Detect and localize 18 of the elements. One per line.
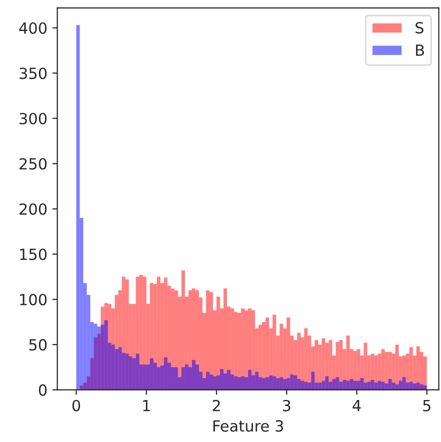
y-tick-label: 200 <box>20 203 47 215</box>
x-tick-label: 4 <box>352 400 361 412</box>
y-tick-label: 300 <box>20 112 47 124</box>
x-tick-label: 5 <box>423 400 430 412</box>
y-tick-label: 0 <box>38 384 47 396</box>
x-tick-label: 3 <box>282 400 290 412</box>
y-tick-label: 350 <box>20 68 47 80</box>
y-tick-label: 250 <box>20 158 47 170</box>
y-tick-label: 150 <box>20 248 47 260</box>
legend-label: B <box>416 44 424 56</box>
y-tick-label: 100 <box>20 294 47 306</box>
legend-label: S <box>416 22 424 34</box>
x-axis-title: Feature 3 <box>213 420 283 432</box>
y-tick-label: 50 <box>29 339 47 351</box>
x-tick-label: 1 <box>143 400 150 412</box>
x-tick-label: 0 <box>72 400 80 412</box>
x-tick-label: 2 <box>212 400 220 412</box>
y-tick-label: 400 <box>19 22 47 34</box>
